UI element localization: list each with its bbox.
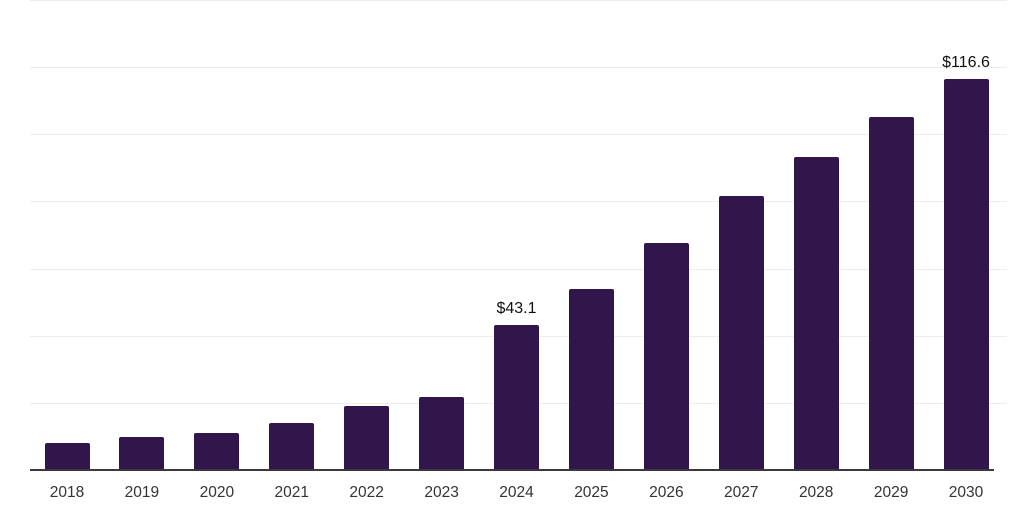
x-tick-2022: 2022 xyxy=(349,484,384,501)
x-tick-2024: 2024 xyxy=(499,484,534,501)
bar-2027 xyxy=(718,195,764,470)
bar-2023 xyxy=(419,396,465,470)
gridline xyxy=(30,268,1007,270)
gridline xyxy=(30,201,1007,203)
gridline xyxy=(30,134,1007,136)
x-tick-2019: 2019 xyxy=(124,484,160,501)
x-tick-2026: 2026 xyxy=(649,484,684,501)
x-tick-2020: 2020 xyxy=(199,484,235,501)
bar-2020 xyxy=(194,433,240,470)
gridline xyxy=(30,0,1007,1)
x-axis-line xyxy=(30,469,994,471)
bar-2024 xyxy=(494,325,540,470)
bar-2030 xyxy=(943,78,989,470)
bar-2021 xyxy=(269,423,315,470)
x-axis-tick-labels: 2018 2019 2020 2021 2022 2023 2024 2025 2026 2027… xyxy=(0,484,1024,506)
bar-2019 xyxy=(119,437,165,470)
value-label-2030: $116.6 xyxy=(942,53,990,71)
x-tick-2021: 2021 xyxy=(274,484,309,501)
plot-area: $43.1 $116.6 xyxy=(30,0,1007,470)
x-tick-2029: 2029 xyxy=(873,484,909,501)
x-tick-2025: 2025 xyxy=(574,484,609,501)
x-tick-2030: 2030 xyxy=(948,484,984,501)
x-tick-2028: 2028 xyxy=(798,484,834,501)
x-tick-2027: 2027 xyxy=(724,484,759,501)
bar-2022 xyxy=(344,405,390,470)
gridline xyxy=(30,67,1007,69)
bar-2026 xyxy=(643,243,689,470)
value-label-2024: $43.1 xyxy=(496,300,537,318)
bar-2025 xyxy=(568,289,614,470)
bar-2018 xyxy=(44,442,90,470)
x-tick-2023: 2023 xyxy=(424,484,459,501)
x-tick-2018: 2018 xyxy=(49,484,85,501)
bar-2029 xyxy=(868,116,914,470)
bar-2028 xyxy=(793,157,839,470)
